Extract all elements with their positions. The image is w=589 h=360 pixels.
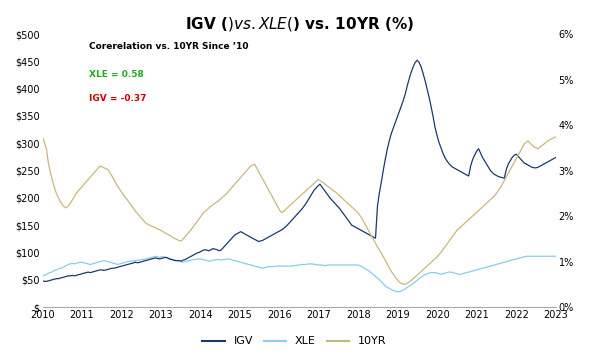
Text: Corerelation vs. 10YR Since ’10: Corerelation vs. 10YR Since ’10 [89,42,248,51]
XLE [394,289,401,294]
IGV [257,239,264,243]
IGV [552,155,560,159]
IGV [102,268,110,272]
Text: IGV = -0.37: IGV = -0.37 [89,94,146,103]
XLE [257,266,264,270]
XLE [255,265,262,269]
XLE [112,262,120,266]
XLE [532,254,540,258]
XLE [101,258,108,263]
IGV [114,265,121,269]
Line: 10YR: 10YR [42,137,556,284]
IGV [457,170,464,174]
Line: IGV: IGV [42,60,556,282]
IGV [413,58,421,62]
XLE [152,254,159,258]
XLE [552,254,560,258]
Line: XLE: XLE [42,256,556,292]
10YR [455,226,462,231]
10YR [400,282,407,287]
Title: IGV ($) vs. XLE ($) vs. 10YR (%): IGV ($) vs. XLE ($) vs. 10YR (%) [184,15,413,33]
10YR [552,135,560,139]
10YR [255,169,262,174]
10YR [253,166,260,170]
10YR [531,145,538,149]
IGV [39,279,46,283]
10YR [39,135,46,139]
XLE [39,274,46,278]
XLE [457,272,464,276]
10YR [112,181,120,185]
Legend: IGV, XLE, 10YR: IGV, XLE, 10YR [198,332,391,351]
IGV [41,279,48,284]
Text: XLE = 0.58: XLE = 0.58 [89,69,144,78]
10YR [101,166,108,170]
IGV [532,166,540,170]
IGV [255,239,262,244]
